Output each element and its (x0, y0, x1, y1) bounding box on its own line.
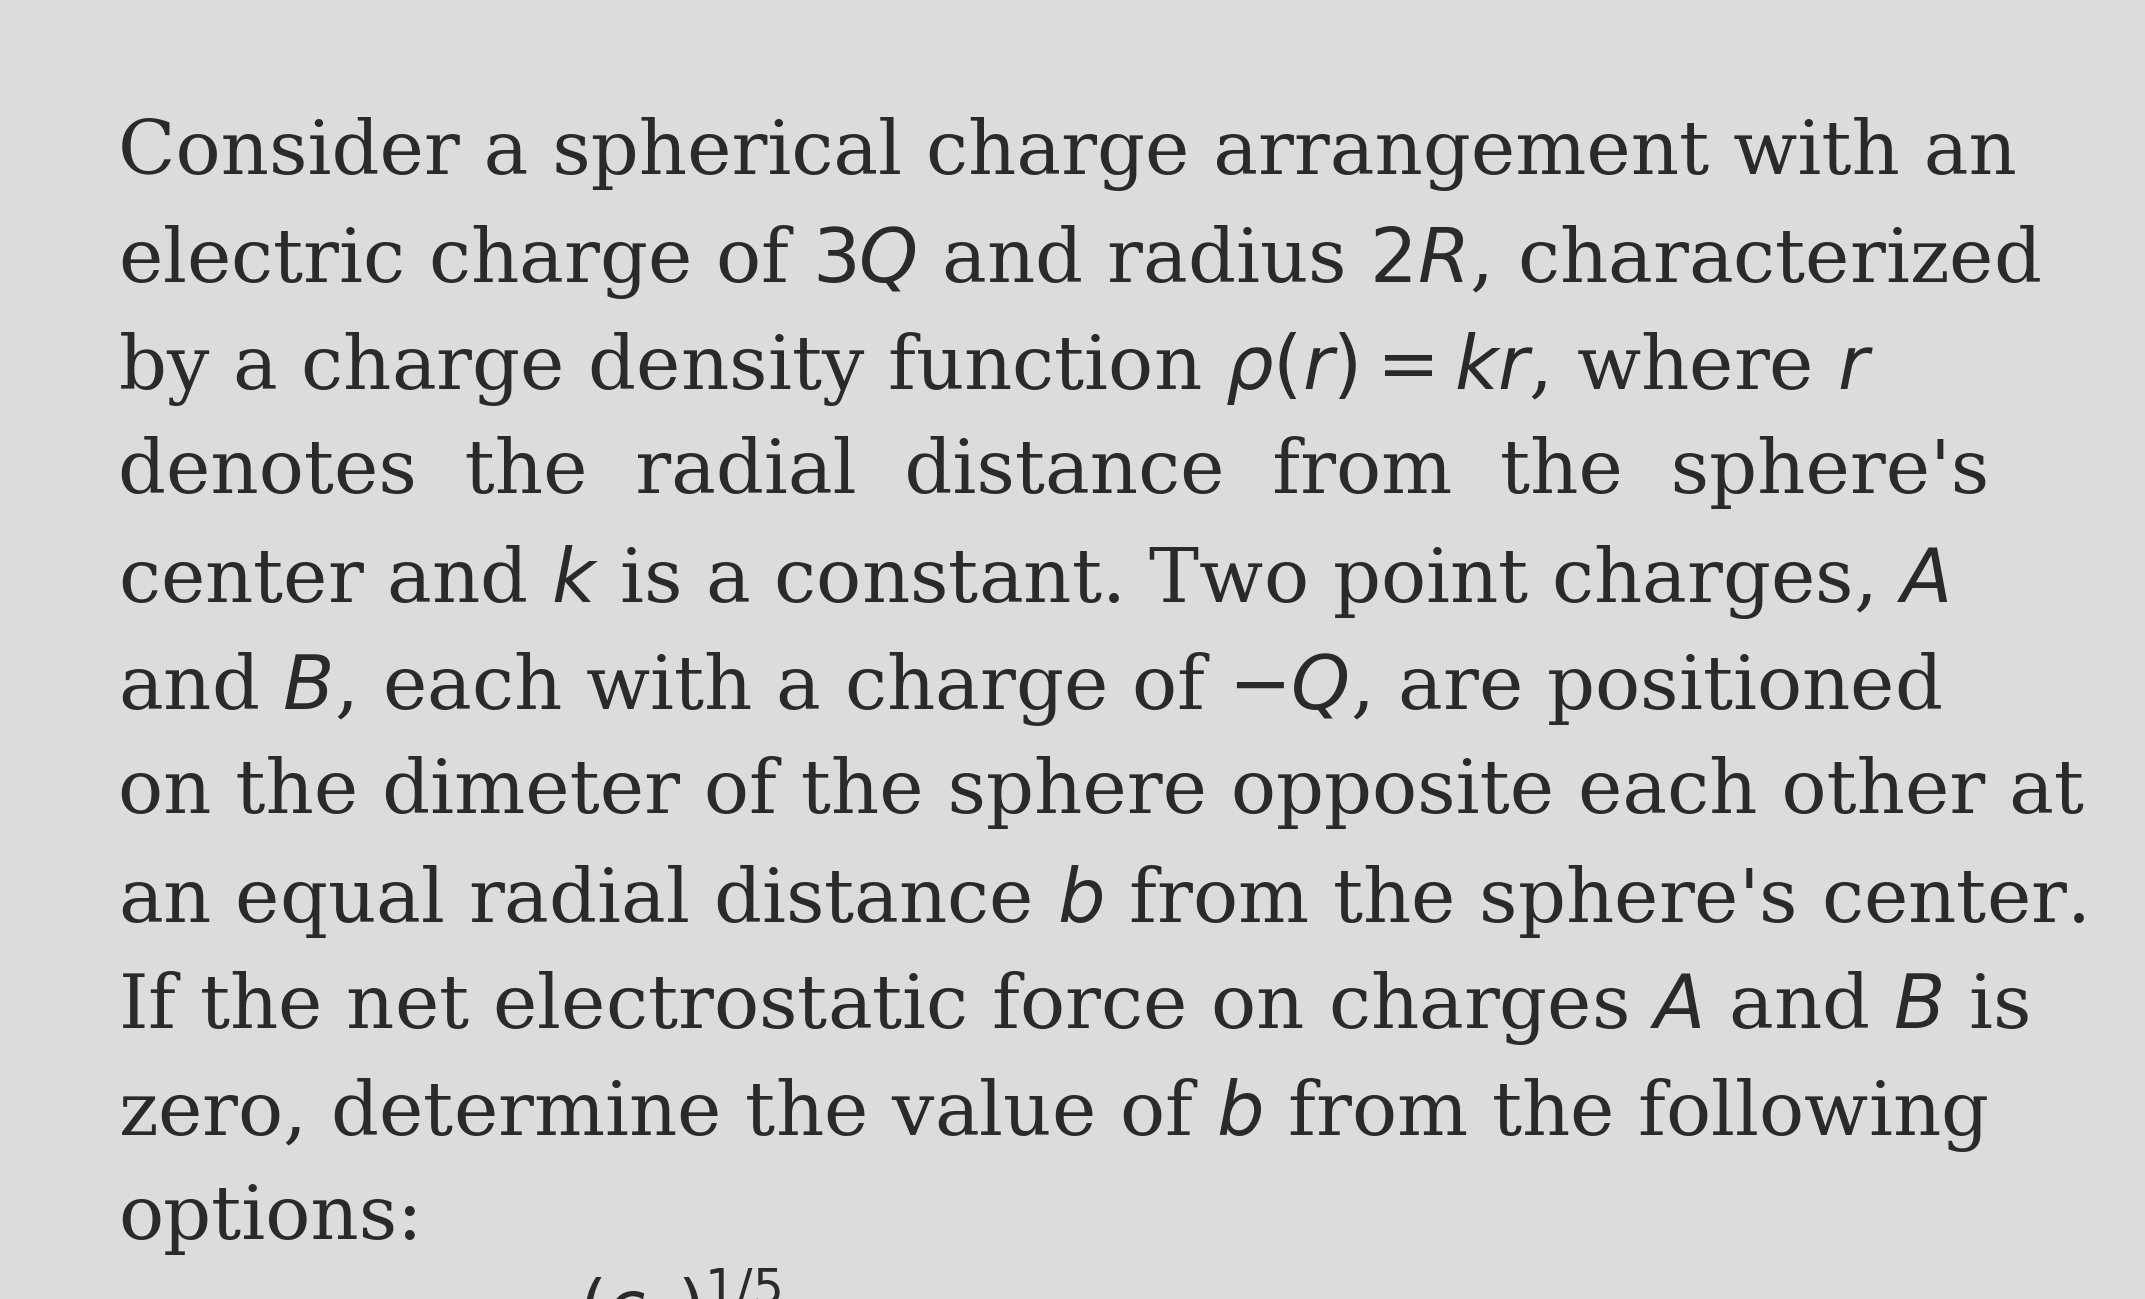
Text: $(c_{5})^{1/5}$: $(c_{5})^{1/5}$ (579, 1267, 781, 1299)
Text: electric charge of $3Q$ and radius $2R$, characterized: electric charge of $3Q$ and radius $2R$,… (118, 223, 2040, 301)
Text: an equal radial distance $b$ from the sphere's center.: an equal radial distance $b$ from the sp… (118, 863, 2085, 939)
Text: by a charge density function $\rho(r) = kr$, where $r$: by a charge density function $\rho(r) = … (118, 330, 1875, 408)
Text: Consider a spherical charge arrangement with an: Consider a spherical charge arrangement … (118, 117, 2016, 191)
Text: options:: options: (118, 1182, 423, 1255)
Text: If the net electrostatic force on charges $A$ and $B$ is: If the net electrostatic force on charge… (118, 969, 2029, 1047)
Text: and $B$, each with a charge of $-Q$, are positioned: and $B$, each with a charge of $-Q$, are… (118, 650, 1941, 727)
Text: on the dimeter of the sphere opposite each other at: on the dimeter of the sphere opposite ea… (118, 756, 2085, 829)
Text: denotes  the  radial  distance  from  the  sphere's: denotes the radial distance from the sph… (118, 436, 1988, 509)
Text: zero, determine the value of $b$ from the following: zero, determine the value of $b$ from th… (118, 1076, 1988, 1154)
Text: center and $k$ is a constant. Two point charges, $A$: center and $k$ is a constant. Two point … (118, 543, 1950, 621)
